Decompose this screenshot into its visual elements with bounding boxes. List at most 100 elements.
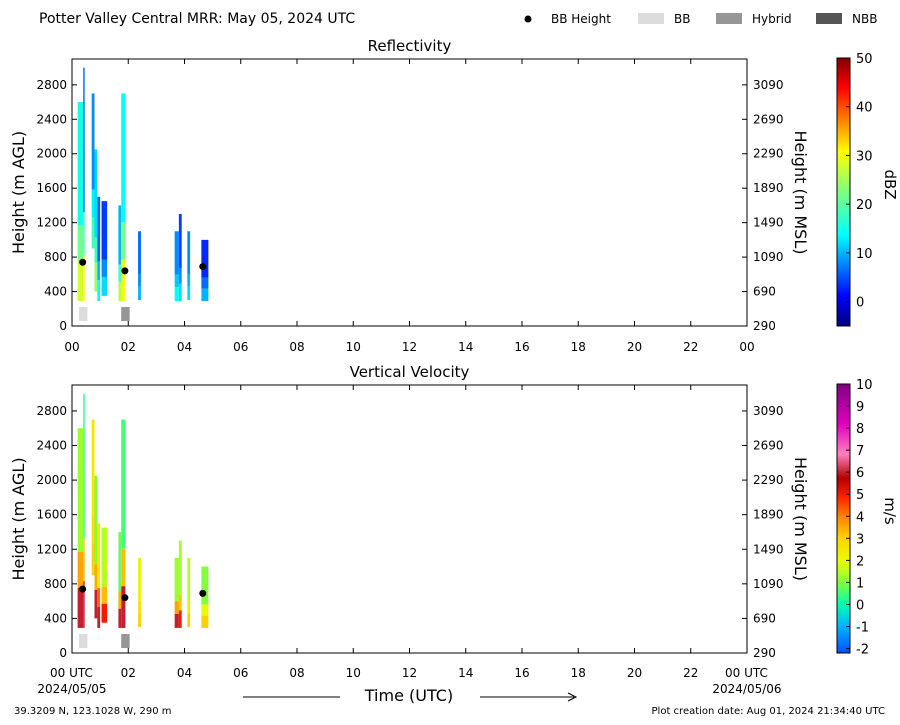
colorbar-tick-label: 6 <box>856 466 864 481</box>
legend-item-hybrid: Hybrid <box>716 12 792 26</box>
echo-column-mid <box>77 552 84 588</box>
echo-column-mid <box>97 261 101 281</box>
colorbar-label: dBZ <box>881 169 899 199</box>
x-tick-label: 04 <box>177 666 192 680</box>
y-tick-label: 2000 <box>36 147 67 161</box>
x-tick-label: 18 <box>571 666 586 680</box>
echo-column <box>201 239 209 278</box>
echo-column-base <box>118 608 122 628</box>
colorbar-label: m/s <box>881 497 899 525</box>
echo-column <box>83 67 85 213</box>
x-tick-label: 22 <box>683 340 698 354</box>
y-right-tick-label: 2690 <box>753 439 784 453</box>
echo-column-mid <box>83 538 85 582</box>
time-arrow-head <box>567 692 578 702</box>
x-tick-label: 20 <box>627 666 642 680</box>
x-tick-label: 02 <box>121 340 136 354</box>
y-right-tick-label: 2290 <box>753 147 784 161</box>
panel-title: Reflectivity <box>368 37 452 55</box>
echo-column-mid <box>121 222 126 260</box>
echo-column <box>201 566 209 605</box>
y-tick-label: 0 <box>59 646 67 660</box>
colorbar-tick-label: 3 <box>856 532 864 547</box>
plot-area <box>72 385 747 653</box>
echo-column <box>97 196 101 262</box>
y-tick-label: 800 <box>44 577 67 591</box>
colorbar-tick-label: 9 <box>856 400 864 415</box>
echo-column-mid <box>174 601 179 614</box>
echo-data <box>77 393 209 628</box>
bb-flag-hybrid <box>121 634 130 648</box>
legend-swatch <box>816 13 842 24</box>
colorbar-tick-label: 8 <box>856 422 864 437</box>
echo-column <box>94 149 98 238</box>
echo-column-mid <box>178 267 182 284</box>
y-axis-label: Height (m AGL) <box>9 131 28 254</box>
echo-column <box>101 201 108 260</box>
echo-column-base <box>94 589 98 619</box>
echo-column-mid <box>101 586 108 604</box>
echo-column-base <box>121 586 126 628</box>
x-tick-label: 20 <box>627 340 642 354</box>
echo-column <box>178 214 182 268</box>
bb-flag-bb <box>79 634 88 648</box>
colorbar-tick-label: 30 <box>856 149 873 164</box>
bb-height-point <box>199 263 207 271</box>
y-right-tick-label: 2690 <box>753 112 784 126</box>
colorbar-tick-label: 50 <box>856 52 873 67</box>
legend-item-bb: BB <box>638 12 690 26</box>
x-tick-label: 00 UTC <box>50 666 93 680</box>
echo-column-mid <box>178 594 182 611</box>
echo-column-base <box>174 613 179 628</box>
x-tick-label: 00 <box>739 340 754 354</box>
y-right-tick-label: 2290 <box>753 473 784 487</box>
bb-height-point <box>79 585 87 593</box>
echo-column-base <box>118 281 122 302</box>
x-axis-label: Time (UTC) <box>364 686 453 705</box>
echo-column <box>187 557 191 601</box>
echo-column-mid <box>174 274 179 288</box>
echo-column <box>187 231 191 274</box>
echo-column-base <box>91 217 95 249</box>
echo-column <box>178 540 182 595</box>
y-right-tick-label: 1490 <box>753 542 784 556</box>
echo-column-base <box>178 283 182 302</box>
echo-column <box>101 527 108 587</box>
x-tick-label: 16 <box>514 340 529 354</box>
y-right-tick-label: 1890 <box>753 181 784 195</box>
echo-column <box>91 419 95 517</box>
y-tick-label: 1200 <box>36 216 67 230</box>
echo-column-mid <box>201 277 209 289</box>
echo-column <box>77 428 84 553</box>
echo-column-mid <box>187 600 191 614</box>
y-tick-label: 2800 <box>36 78 67 92</box>
echo-column-base <box>101 276 108 296</box>
bb-height-point <box>199 589 207 597</box>
echo-column <box>174 231 179 275</box>
y-tick-label: 2400 <box>36 112 67 126</box>
echo-column <box>138 557 141 601</box>
x-tick-label: 08 <box>289 666 304 680</box>
echo-column-base <box>77 587 84 628</box>
x-tick-label: 22 <box>683 666 698 680</box>
echo-column <box>121 419 126 549</box>
vertical-velocity-panel: Vertical Velocity04008001200160020002400… <box>9 363 899 696</box>
y-right-tick-label: 290 <box>753 646 776 660</box>
colorbar-tick-label: 4 <box>856 510 864 525</box>
y-right-tick-label: 3090 <box>753 78 784 92</box>
bb-height-point <box>79 258 87 266</box>
y-right-tick-label: 690 <box>753 611 776 625</box>
colorbar-tick-label: 10 <box>856 378 873 393</box>
x-tick-label: 00 <box>64 340 79 354</box>
y-right-axis-label: Height (m MSL) <box>791 457 810 581</box>
echo-column-base <box>174 287 179 302</box>
legend-label: BB Height <box>551 12 611 26</box>
echo-column-mid <box>94 237 98 264</box>
echo-column-mid <box>94 564 98 590</box>
y-right-tick-label: 3090 <box>753 404 784 418</box>
y-tick-label: 2400 <box>36 439 67 453</box>
echo-column <box>121 93 126 223</box>
plot-area <box>72 59 747 326</box>
echo-column <box>91 93 95 190</box>
